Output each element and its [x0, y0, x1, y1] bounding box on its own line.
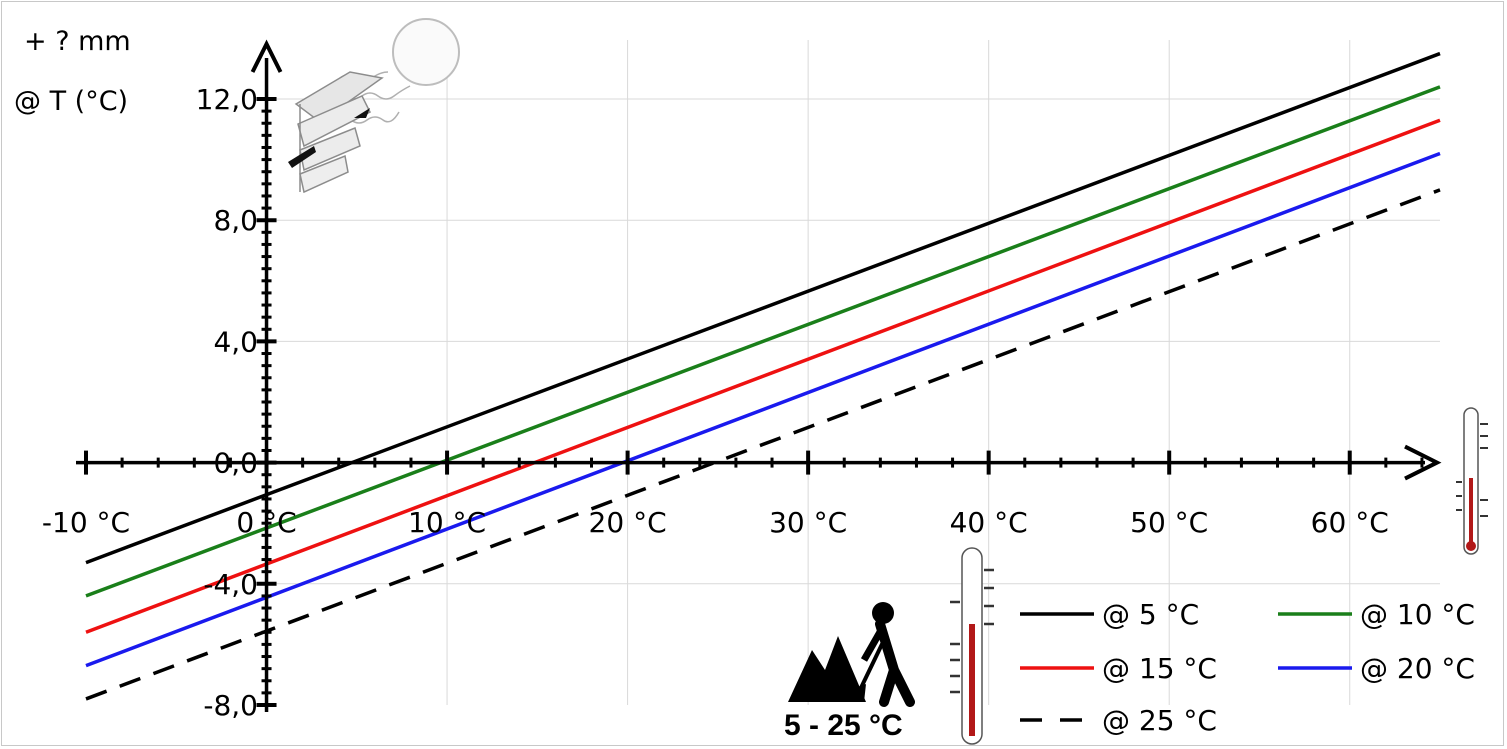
series-line: [85, 118, 1441, 634]
series-line: [85, 151, 1441, 668]
worker-shoveling-icon: [788, 602, 915, 707]
x-tick-label: 20 °C: [589, 506, 667, 539]
y-tick-label: -8,0: [203, 689, 258, 722]
tick-labels: -10 °C 0 °C 10 °C 20 °C 30 °C 40 °C 50 °C 60 °C…: [42, 83, 1389, 722]
series-line: [85, 85, 1441, 598]
y-axis-arrow: [250, 39, 283, 73]
y-axis-label-line2: @ T (°C): [14, 86, 128, 117]
axes: [76, 39, 1442, 712]
grid: [266, 40, 1440, 705]
x-tick-label: 40 °C: [950, 506, 1028, 539]
y-axis-label-line1: + ? mm: [24, 26, 131, 57]
x-tick-label: -10 °C: [42, 506, 130, 539]
y-tick-label: 0,0: [213, 447, 258, 480]
y-tick-label: 4,0: [213, 325, 258, 358]
legend-label: @ 15 °C: [1102, 652, 1217, 685]
legend-label: @ 20 °C: [1360, 652, 1475, 685]
y-tick-label: -4,0: [203, 568, 258, 601]
x-tick-label: 50 °C: [1130, 506, 1208, 539]
thermometer-icon: [950, 547, 994, 745]
x-tick-label: 30 °C: [769, 506, 847, 539]
legend-label: @ 5 °C: [1102, 598, 1199, 631]
y-tick-label: 12,0: [196, 83, 258, 116]
temperature-range-annotation: 5 - 25 °C: [784, 709, 903, 742]
x-tick-label: 0 °C: [236, 506, 296, 539]
x-axis-arrow: [1404, 444, 1442, 481]
legend: @ 5 °C @ 10 °C @ 15 °C @ 20 °C @ 25 °C: [1020, 598, 1475, 737]
series-line: [85, 188, 1441, 701]
legend-label: @ 10 °C: [1360, 598, 1475, 631]
legend-label: @ 25 °C: [1102, 704, 1217, 737]
series-line: [85, 51, 1441, 565]
y-tick-label: 8,0: [213, 204, 258, 237]
x-tick-label: 60 °C: [1311, 506, 1389, 539]
thermometer-icon: [1456, 407, 1488, 555]
siding-panel-icon: [288, 71, 384, 194]
x-tick-label: 10 °C: [408, 506, 486, 539]
series-lines: [85, 51, 1441, 701]
